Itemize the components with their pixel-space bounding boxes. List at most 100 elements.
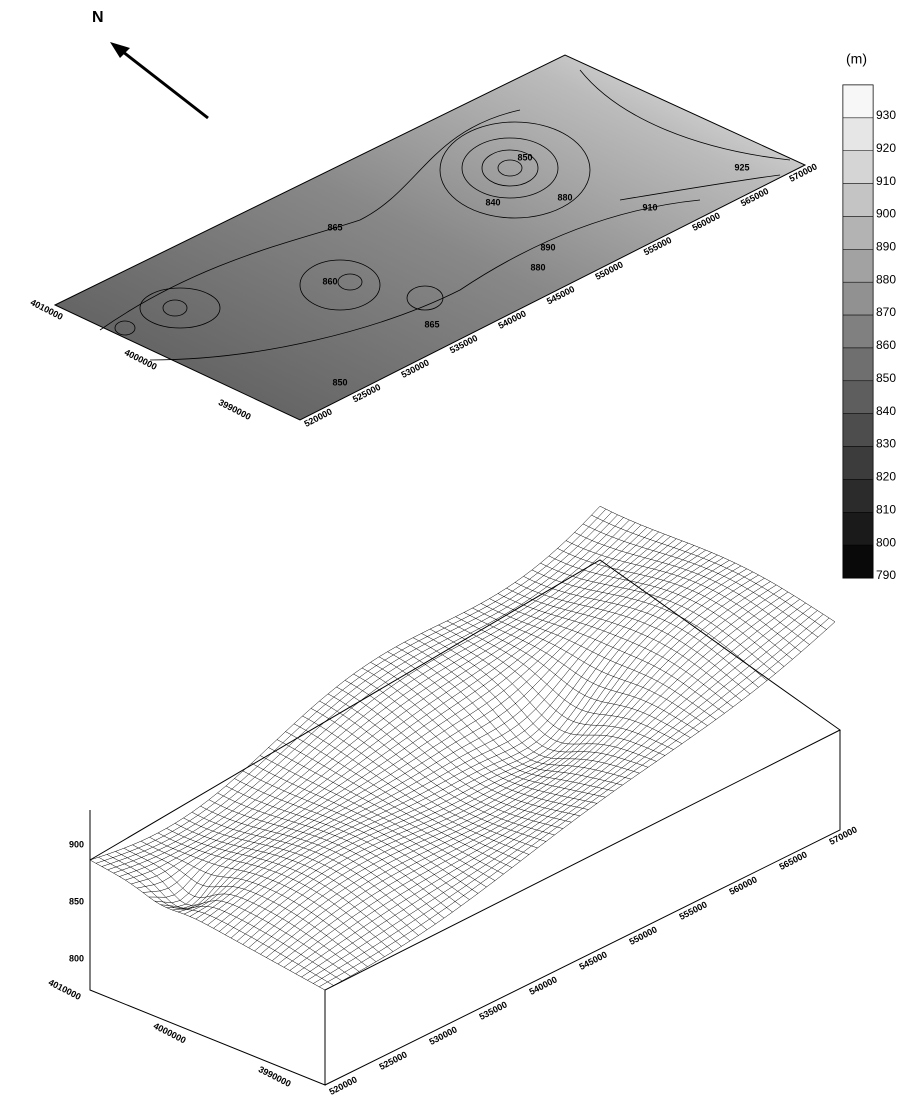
legend-bin xyxy=(842,281,874,316)
legend-bin xyxy=(842,512,874,546)
contour-map xyxy=(53,54,807,421)
contour-label: 865 xyxy=(424,319,439,329)
legend-bin xyxy=(842,314,874,349)
contours xyxy=(99,69,791,361)
legend-bin xyxy=(842,183,874,217)
legend-tick-label: 860 xyxy=(876,338,896,352)
y-tick-label: 4010000 xyxy=(47,977,83,1002)
mesh-line xyxy=(310,708,547,842)
mesh-line xyxy=(361,667,598,804)
mesh-line xyxy=(276,739,513,868)
legend-bin xyxy=(842,479,874,513)
legend-tick-label: 870 xyxy=(876,305,896,319)
contour-label: 840 xyxy=(485,197,500,207)
mesh-line xyxy=(582,523,819,638)
mesh-line xyxy=(115,851,351,977)
contour-label: 925 xyxy=(734,162,749,172)
legend-bin xyxy=(842,413,874,447)
north-arrow xyxy=(117,46,209,120)
mesh-line xyxy=(327,693,564,829)
mesh-line xyxy=(565,540,802,653)
legend-unit: (m) xyxy=(846,51,867,67)
mesh-line xyxy=(395,646,632,780)
surface-box xyxy=(89,559,841,1086)
legend-bin xyxy=(842,380,874,414)
mesh-line xyxy=(89,859,326,991)
legend-tick-label: 830 xyxy=(876,437,896,451)
mesh-line xyxy=(174,823,411,942)
x-tick-label: 535000 xyxy=(477,999,508,1022)
mesh-line xyxy=(404,641,640,774)
legend-tick-label: 790 xyxy=(876,568,896,582)
mesh-line xyxy=(387,651,623,786)
z-tick-label: 800 xyxy=(69,953,84,963)
mesh-line xyxy=(489,598,725,714)
mesh-line xyxy=(421,633,657,762)
mesh-line xyxy=(319,700,555,836)
mesh-line xyxy=(480,603,717,720)
legend-tick-label: 890 xyxy=(876,240,896,254)
legend-tick-label: 840 xyxy=(876,404,896,418)
mesh-line xyxy=(438,624,674,750)
contour-label: 880 xyxy=(530,262,545,272)
legend-tick-label: 900 xyxy=(876,207,896,221)
mesh-line xyxy=(123,847,360,972)
legend-tick-label: 800 xyxy=(876,535,896,549)
legend-bin xyxy=(842,216,874,250)
mesh-line xyxy=(557,548,793,660)
x-tick-label: 540000 xyxy=(527,974,558,997)
legend-tick-label: 810 xyxy=(876,502,896,516)
x-tick-label: 525000 xyxy=(377,1049,408,1072)
x-tick-label: 530000 xyxy=(427,1024,458,1047)
legend-tick-label: 920 xyxy=(876,141,896,155)
contour-label: 865 xyxy=(327,222,342,232)
y-tick-label: 3990000 xyxy=(217,397,253,422)
legend-bin xyxy=(842,84,874,119)
mesh-line xyxy=(132,844,368,967)
legend-tick-label: 930 xyxy=(876,108,896,122)
mesh-line xyxy=(591,514,827,630)
legend-bin xyxy=(842,249,874,283)
contour-label: 860 xyxy=(322,276,337,286)
mesh-line xyxy=(336,686,572,823)
legend-bin xyxy=(842,150,874,184)
mesh-line xyxy=(251,763,487,888)
mesh-line xyxy=(200,805,436,925)
y-tick-label: 4010000 xyxy=(29,297,65,322)
mesh-line xyxy=(599,505,836,623)
mesh-line xyxy=(225,785,462,907)
box-edge xyxy=(324,730,841,1086)
z-tick-label: 900 xyxy=(69,839,84,849)
mesh-line xyxy=(293,723,530,855)
contour-label: 850 xyxy=(332,377,347,387)
mesh-line xyxy=(514,582,751,695)
mesh-line xyxy=(106,854,343,982)
legend-tick-label: 820 xyxy=(876,470,896,484)
mesh-line xyxy=(531,569,768,681)
mesh-line xyxy=(548,555,785,667)
mesh-line xyxy=(242,770,479,894)
mesh-line xyxy=(429,628,666,756)
mesh-line xyxy=(191,811,428,930)
contour-label: 890 xyxy=(540,242,555,252)
mesh-line xyxy=(234,778,470,900)
north-arrowhead xyxy=(110,42,130,58)
mesh-line xyxy=(302,715,538,849)
mesh-line xyxy=(98,856,334,986)
legend-bin xyxy=(842,544,874,579)
legend-bin xyxy=(842,347,874,382)
z-tick-label: 850 xyxy=(69,896,84,906)
legend-tick-label: 850 xyxy=(876,371,896,385)
mesh-line xyxy=(523,576,759,688)
wireframe xyxy=(89,505,836,991)
mesh-line xyxy=(455,616,691,738)
x-tick-label: 570000 xyxy=(827,824,858,847)
mesh-line xyxy=(472,607,708,726)
mesh-line xyxy=(463,612,700,732)
mesh-line xyxy=(166,828,402,947)
mesh-line xyxy=(217,792,453,913)
mesh-line xyxy=(259,755,496,881)
mesh-line xyxy=(268,747,504,875)
mesh-line xyxy=(540,562,776,674)
